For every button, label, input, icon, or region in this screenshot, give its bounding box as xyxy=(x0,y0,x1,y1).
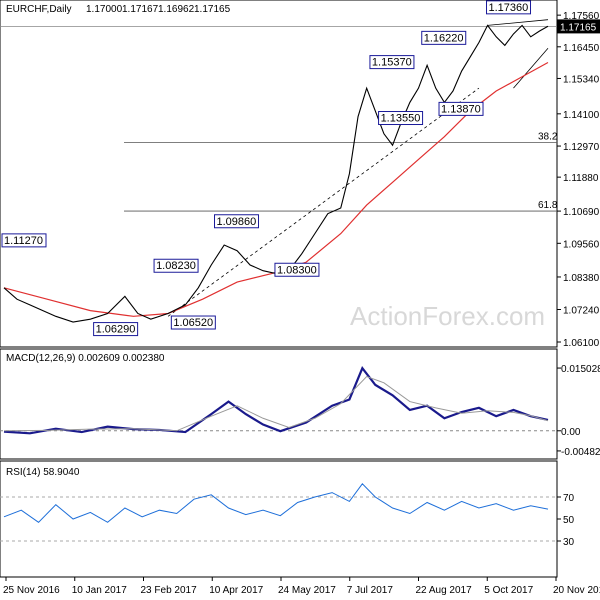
time-tick-label: 20 Nov 2017 xyxy=(553,585,600,596)
rsi-tick-label: 30 xyxy=(563,537,575,548)
price-tick-label: 1.16450 xyxy=(563,43,600,54)
macd-signal-line xyxy=(3,375,549,432)
annotation-box xyxy=(1,233,47,248)
rsi-tick-label: 70 xyxy=(563,493,575,504)
time-tick-label: 23 Feb 2017 xyxy=(141,585,198,596)
price-tick-label: 1.09560 xyxy=(563,239,600,250)
time-axis: 25 Nov 2016 10 Jan 2017 23 Feb 2017 10 Apr … xyxy=(3,577,600,596)
price-annotation: 1.13550 xyxy=(378,111,424,126)
price-tick-label: 1.06100 xyxy=(563,338,600,349)
last-price-tag xyxy=(557,19,600,34)
price-tick-label: 1.08380 xyxy=(563,273,600,284)
annotation-box xyxy=(214,214,260,229)
fib-level-label: 61.8 xyxy=(538,200,558,211)
time-tick-label: 10 Jan 2017 xyxy=(72,585,127,596)
annotation-box xyxy=(421,30,467,45)
price-tick-label: 1.11880 xyxy=(563,173,599,184)
price-line xyxy=(3,24,549,323)
annotation-label: 1.06520 xyxy=(173,317,213,329)
annotation-label: 1.15370 xyxy=(372,57,412,69)
channel-lower xyxy=(513,47,549,89)
ohlc-high: 1.17167 xyxy=(122,4,159,15)
annotation-box xyxy=(274,262,320,277)
trendline-dashed xyxy=(167,87,480,317)
price-tick-label: 1.15340 xyxy=(563,74,600,85)
channel-upper xyxy=(487,19,549,26)
annotation-label: 1.13550 xyxy=(381,113,421,125)
price-annotation: 1.08230 xyxy=(153,258,199,273)
rsi-line xyxy=(3,483,549,523)
annotation-box xyxy=(438,101,484,116)
time-tick-label: 25 Nov 2016 xyxy=(3,585,60,596)
fib-level-label: 38.2 xyxy=(538,131,558,142)
macd-pane-frame xyxy=(0,348,558,460)
ohlc-open: 1.17000 xyxy=(86,4,123,15)
macd-tick-label: -0.004823 xyxy=(561,447,600,458)
annotation-label: 1.09860 xyxy=(217,216,257,228)
price-annotation: 1.17360 xyxy=(486,0,532,15)
price-tick-label: 1.07240 xyxy=(563,305,600,316)
annotation-box xyxy=(369,55,415,70)
price-tick-label: 1.10690 xyxy=(563,207,600,218)
annotation-label: 1.06290 xyxy=(96,324,136,336)
annotation-label: 1.13870 xyxy=(441,103,481,115)
annotation-box xyxy=(486,0,532,15)
price-annotation: 1.13870 xyxy=(438,101,484,116)
price-annotation: 1.15370 xyxy=(369,55,415,70)
price-axis: 1.17560 1.16450 1.15340 1.14100 1.12970 1.118… xyxy=(0,11,600,349)
ohlc-low: 1.16962 xyxy=(158,4,195,15)
macd-pane: MACD(12,26,9) 0.002609 0.002380 0.015028… xyxy=(0,348,600,460)
macd-series xyxy=(3,366,549,435)
time-tick-label: 7 Jul 2017 xyxy=(347,585,394,596)
time-tick-label: 24 May 2017 xyxy=(278,585,336,596)
price-pane: ActionForex.com EURCHF,Daily 1.17000 1.1… xyxy=(0,0,600,349)
macd-tick-label: 0.00 xyxy=(561,427,581,438)
macd-tick-label: 0.015028 xyxy=(561,364,600,375)
rsi-series xyxy=(3,483,549,523)
price-title: EURCHF,Daily xyxy=(6,4,72,15)
ohlc-close: 1.17165 xyxy=(194,4,231,15)
rsi-tick-label: 50 xyxy=(563,515,575,526)
annotation-label: 1.11270 xyxy=(4,235,43,247)
price-tick-label: 1.14100 xyxy=(563,110,600,121)
annotation-box xyxy=(378,111,424,126)
macd-line xyxy=(3,366,549,435)
price-annotation: 1.08300 xyxy=(274,262,320,277)
price-pane-frame xyxy=(0,0,558,348)
price-annotation: 1.11270 xyxy=(1,233,47,248)
price-annotation: 1.06290 xyxy=(93,322,139,337)
time-tick-label: 10 Apr 2017 xyxy=(209,585,263,596)
price-annotation: 1.09860 xyxy=(214,214,260,229)
price-annotation: 1.16220 xyxy=(421,30,467,45)
annotation-box xyxy=(153,258,199,273)
rsi-title: RSI(14) 58.9040 xyxy=(6,467,80,478)
annotation-label: 1.08230 xyxy=(156,260,196,272)
price-tick-label: 1.12970 xyxy=(563,142,600,153)
macd-title: MACD(12,26,9) 0.002609 0.002380 xyxy=(6,353,165,364)
price-tick-label: 1.17560 xyxy=(563,11,600,22)
last-price-label: 1.17165 xyxy=(560,22,597,33)
time-tick-label: 5 Oct 2017 xyxy=(484,585,533,596)
fib-levels: 38.2 61.8 xyxy=(124,131,558,212)
annotation-label: 1.08300 xyxy=(277,264,317,276)
annotation-box xyxy=(93,322,139,337)
annotation-box xyxy=(170,315,216,330)
watermark: ActionForex.com xyxy=(350,301,545,331)
price-annotations: 1.17360 1.16220 1.15370 1.13870 1.13550 1.098… xyxy=(1,0,532,337)
price-annotation: 1.06520 xyxy=(170,315,216,330)
rsi-axis: 70 50 30 xyxy=(0,493,575,548)
rsi-pane: RSI(14) 58.9040 70 50 30 xyxy=(0,460,575,578)
annotation-label: 1.16220 xyxy=(424,32,464,44)
annotation-label: 1.17360 xyxy=(489,2,529,14)
rsi-pane-frame xyxy=(0,460,558,578)
time-tick-label: 22 Aug 2017 xyxy=(416,585,473,596)
trend-lines xyxy=(167,19,549,317)
